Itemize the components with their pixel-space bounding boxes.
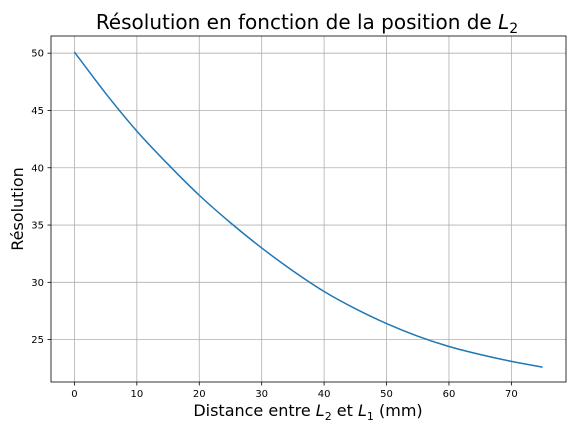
series-line xyxy=(73,51,543,368)
ticks: 0 10 20 30 40 50 60 70 25 30 35 40 45 50 xyxy=(31,49,517,400)
y-tick-label: 25 xyxy=(31,335,44,346)
x-tick-label: 60 xyxy=(443,389,456,400)
x-tick-label: 10 xyxy=(130,389,143,400)
x-tick-label: 0 xyxy=(71,389,77,400)
x-axis-label-var2: L xyxy=(358,401,367,420)
x-axis-label: Distance entre L2 et L1 (mm) xyxy=(193,401,422,423)
x-axis-label-sub1: 2 xyxy=(325,410,332,423)
x-axis-label-suffix: (mm) xyxy=(374,401,423,420)
chart-title-variable: L xyxy=(498,10,509,34)
grid xyxy=(51,36,566,382)
y-tick-label: 35 xyxy=(31,221,44,232)
plot-area xyxy=(73,51,543,368)
axes-frame xyxy=(50,35,567,383)
x-axis-label-prefix: Distance entre xyxy=(193,401,315,420)
y-tick-label: 45 xyxy=(31,106,44,117)
y-tick-label: 30 xyxy=(31,278,44,289)
x-tick-label: 50 xyxy=(380,389,393,400)
x-tick-label: 40 xyxy=(318,389,331,400)
y-tick-label: 50 xyxy=(31,49,44,60)
x-tick-label: 30 xyxy=(255,389,268,400)
x-axis-label-mid: et xyxy=(332,401,358,420)
x-tick-label: 70 xyxy=(505,389,518,400)
x-axis-label-sub2: 1 xyxy=(367,410,374,423)
chart-title-text: Résolution en fonction de la position de xyxy=(96,10,498,34)
x-tick-label: 20 xyxy=(193,389,206,400)
x-axis-label-var1: L xyxy=(316,401,325,420)
chart-title: Résolution en fonction de la position de… xyxy=(96,10,518,37)
y-tick-label: 40 xyxy=(31,163,44,174)
chart-title-subscript: 2 xyxy=(509,21,518,37)
y-axis-label: Résolution xyxy=(8,167,27,251)
